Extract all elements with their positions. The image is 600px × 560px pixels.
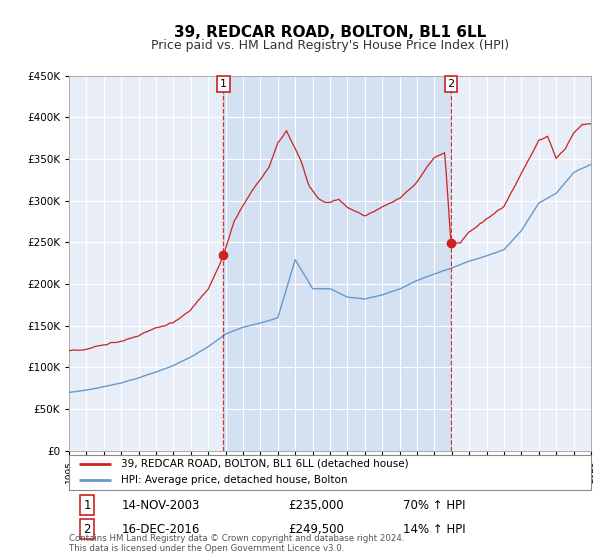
Text: 2: 2 bbox=[448, 79, 455, 89]
Text: 14% ↑ HPI: 14% ↑ HPI bbox=[403, 522, 466, 536]
Text: 16-DEC-2016: 16-DEC-2016 bbox=[121, 522, 200, 536]
Text: 1: 1 bbox=[83, 498, 91, 512]
Text: 14-NOV-2003: 14-NOV-2003 bbox=[121, 498, 200, 512]
Text: HPI: Average price, detached house, Bolton: HPI: Average price, detached house, Bolt… bbox=[121, 475, 348, 486]
FancyBboxPatch shape bbox=[69, 455, 591, 490]
Text: 39, REDCAR ROAD, BOLTON, BL1 6LL: 39, REDCAR ROAD, BOLTON, BL1 6LL bbox=[174, 25, 486, 40]
Text: 2: 2 bbox=[83, 522, 91, 536]
Text: 39, REDCAR ROAD, BOLTON, BL1 6LL (detached house): 39, REDCAR ROAD, BOLTON, BL1 6LL (detach… bbox=[121, 459, 409, 469]
Bar bbox=[223, 76, 451, 451]
Text: Price paid vs. HM Land Registry's House Price Index (HPI): Price paid vs. HM Land Registry's House … bbox=[151, 39, 509, 52]
Text: £249,500: £249,500 bbox=[288, 522, 344, 536]
Text: Contains HM Land Registry data © Crown copyright and database right 2024.
This d: Contains HM Land Registry data © Crown c… bbox=[69, 534, 404, 553]
Text: 70% ↑ HPI: 70% ↑ HPI bbox=[403, 498, 466, 512]
Text: 1: 1 bbox=[220, 79, 227, 89]
Text: £235,000: £235,000 bbox=[288, 498, 344, 512]
